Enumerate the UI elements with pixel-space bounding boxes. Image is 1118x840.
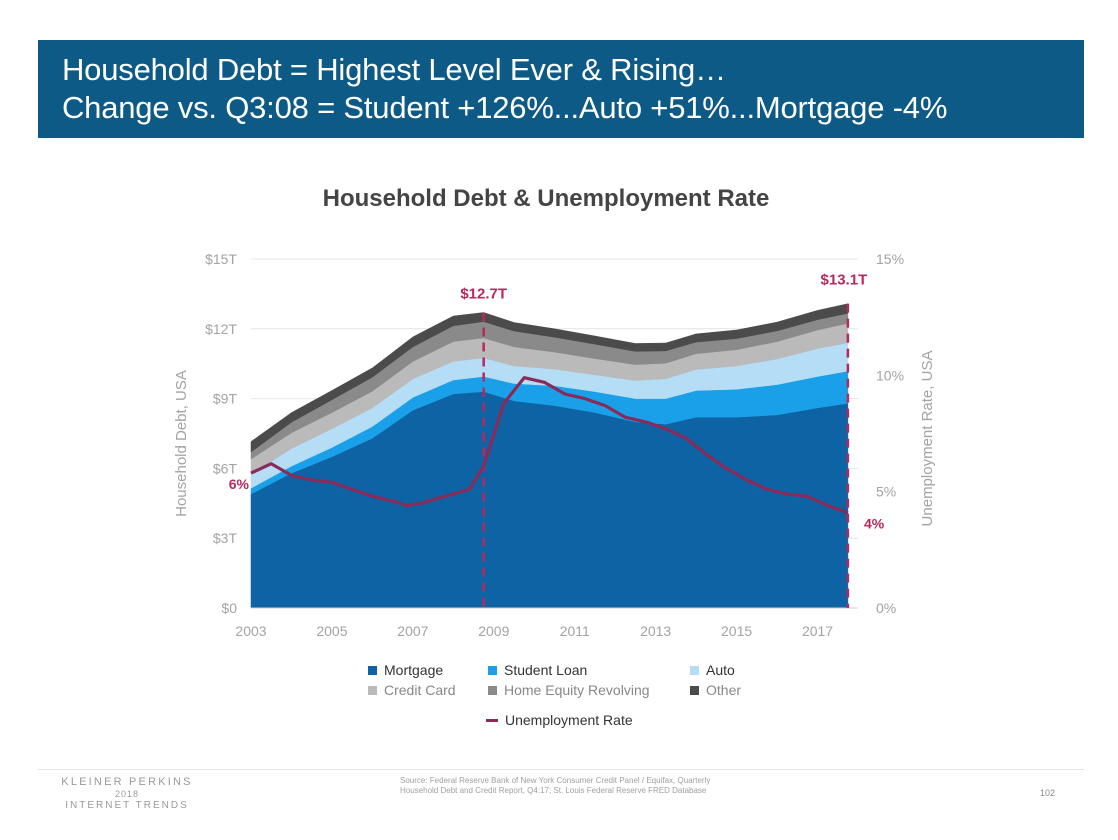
y-tick-label: $12T — [205, 321, 237, 337]
x-tick-label: 2017 — [802, 623, 833, 639]
debt-unemployment-chart: $0 $3T $6T $9T $12T $15T 0% 5% 10% 15% 2003 2005 200… — [173, 251, 936, 639]
headline-line-2: Change vs. Q3:08 = Student +126%...Auto … — [62, 90, 948, 125]
x-tick-label: 2007 — [397, 623, 428, 639]
chart-title: Household Debt & Unemployment Rate — [322, 185, 770, 212]
x-tick-label: 2003 — [235, 623, 266, 639]
start-rate-label: 6% — [229, 476, 250, 492]
legend-label: Credit Card — [384, 682, 456, 698]
legend-label: Mortgage — [384, 662, 444, 678]
y2-tick-label: 5% — [876, 484, 896, 500]
latest-debt-label: $13.1T — [821, 272, 868, 289]
legend-label: Auto — [706, 662, 735, 678]
y2-tick-label: 10% — [876, 367, 904, 383]
y-tick-label: $9T — [213, 391, 238, 407]
y-tick-label: $3T — [213, 530, 238, 546]
x-tick-label: 2011 — [560, 623, 590, 639]
peak-debt-label: $12.7T — [460, 286, 507, 303]
x-tick-label: 2009 — [478, 623, 509, 639]
y2-tick-label: 0% — [876, 600, 896, 616]
legend-auto: Auto — [690, 662, 735, 678]
end-rate-label: 4% — [864, 516, 885, 532]
title-banner: Household Debt = Highest Level Ever & Ri… — [38, 40, 1084, 138]
page-number: 102 — [1040, 788, 1056, 798]
logo-line-1: KLEINER PERKINS — [61, 776, 193, 788]
x-tick-label: 2013 — [640, 623, 671, 639]
legend-label: Student Loan — [504, 662, 588, 678]
legend-student-loan: Student Loan — [488, 662, 587, 678]
y-tick-label: $6T — [213, 460, 238, 476]
legend-other: Other — [690, 682, 741, 698]
legend-swatch-mortgage — [368, 665, 377, 675]
legend-label: Home Equity Revolving — [504, 682, 650, 698]
legend-label: Unemployment Rate — [505, 712, 633, 728]
legend-swatch-student-loan — [488, 665, 497, 675]
y2-tick-label: 15% — [876, 251, 904, 267]
legend-swatch-credit-card — [368, 685, 377, 695]
footer-divider — [38, 769, 1084, 770]
legend-swatch-auto — [690, 665, 699, 675]
legend-unemployment-rate: Unemployment Rate — [486, 712, 633, 728]
y-axis-title: Household Debt, USA — [173, 370, 190, 517]
source-line-2: Household Debt and Credit Report, Q4:17;… — [400, 786, 707, 795]
x-tick-label: 2015 — [721, 623, 752, 639]
y-tick-label: $0 — [221, 600, 237, 616]
area-other — [250, 303, 849, 453]
source-note: Source: Federal Reserve Bank of New York… — [400, 776, 840, 796]
source-line-1: Source: Federal Reserve Bank of New York… — [400, 776, 711, 785]
y-tick-label: $15T — [205, 251, 237, 267]
x-tick-label: 2005 — [316, 623, 347, 639]
legend-credit-card: Credit Card — [368, 682, 456, 698]
y2-axis-title: Unemployment Rate, USA — [919, 351, 936, 527]
legend-home-equity-revolving: Home Equity Revolving — [488, 682, 650, 698]
unemployment-line — [250, 376, 849, 515]
legend-label: Other — [706, 682, 742, 698]
legend-swatch-home-equity — [488, 685, 497, 695]
legend-swatch-other — [690, 685, 699, 695]
legend-line-unemployment — [486, 718, 498, 722]
legend-mortgage: Mortgage — [368, 662, 443, 678]
headline-line-1: Household Debt = Highest Level Ever & Ri… — [62, 52, 726, 87]
kleiner-perkins-logo: KLEINER PERKINS 2018 INTERNET TRENDS — [42, 776, 212, 812]
logo-line-2: 2018 — [114, 789, 140, 799]
logo-line-3: INTERNET TRENDS — [65, 800, 189, 811]
